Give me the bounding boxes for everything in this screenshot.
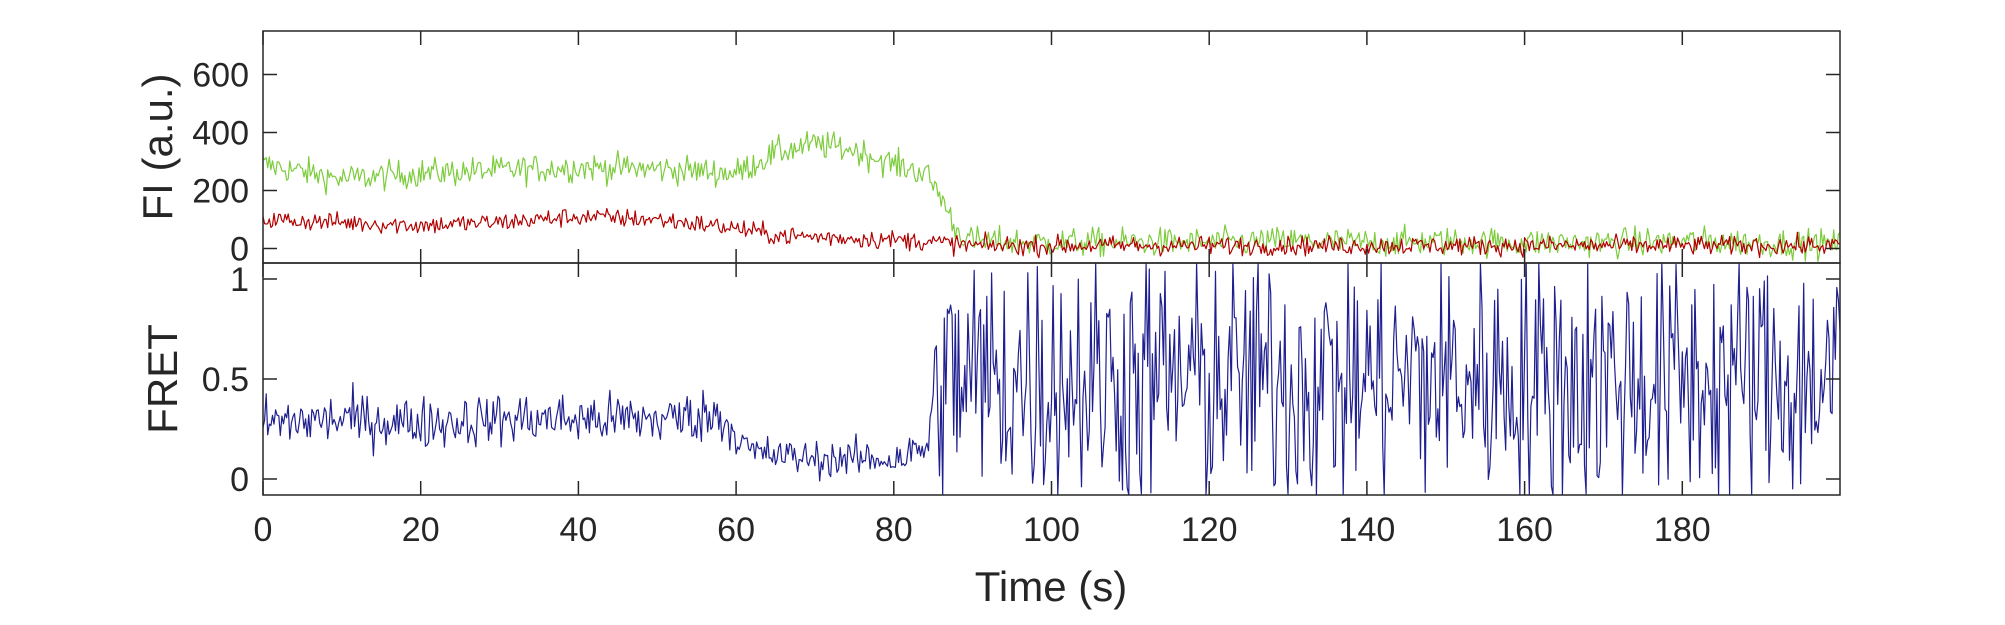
fluorescence-y-tick-label: 400 [192, 115, 249, 153]
fluorescence-plot-frame [262, 30, 1841, 264]
fluorescence-traces [263, 130, 1840, 263]
x-tick-label: 0 [254, 511, 273, 549]
x-axis-label: Time (s) [975, 563, 1127, 610]
fret-y-axis-label: FRET [139, 324, 186, 434]
fret-y-tick-label: 0.5 [202, 361, 249, 399]
x-tick-label: 180 [1654, 511, 1711, 549]
fret-traces [263, 263, 1840, 495]
x-tick-label: 80 [875, 511, 913, 549]
fluorescence-y-axis-label: FI (a.u.) [134, 73, 181, 220]
x-tick-label: 140 [1339, 511, 1396, 549]
fret-y-tick-label: 0 [230, 461, 249, 499]
x-tick-label: 20 [402, 511, 440, 549]
fluorescence-y-tick-label: 600 [192, 57, 249, 95]
fret-panel: 0 0.5 1 0 20 40 60 80 100 120 140 160 180 FRET Time … [139, 261, 1841, 610]
x-tick-label: 60 [717, 511, 755, 549]
fluorescence-y-tick-label: 200 [192, 173, 249, 211]
x-tick-label: 160 [1496, 511, 1553, 549]
x-tick-label: 100 [1023, 511, 1080, 549]
fret-y-tick-label: 1 [230, 261, 249, 299]
fluorescence-y-tick-label: 0 [230, 231, 249, 269]
fluorescence-panel: 0 200 400 600 FI (a.u.) [134, 30, 1841, 269]
x-tick-label: 40 [559, 511, 597, 549]
fret-ticks: 0 0.5 1 0 20 40 60 80 100 120 140 160 180 [202, 261, 1840, 549]
x-tick-label: 120 [1181, 511, 1238, 549]
fret-series-0-line [263, 263, 1840, 495]
fluorescence-y-ticks: 0 200 400 600 [192, 31, 1840, 269]
